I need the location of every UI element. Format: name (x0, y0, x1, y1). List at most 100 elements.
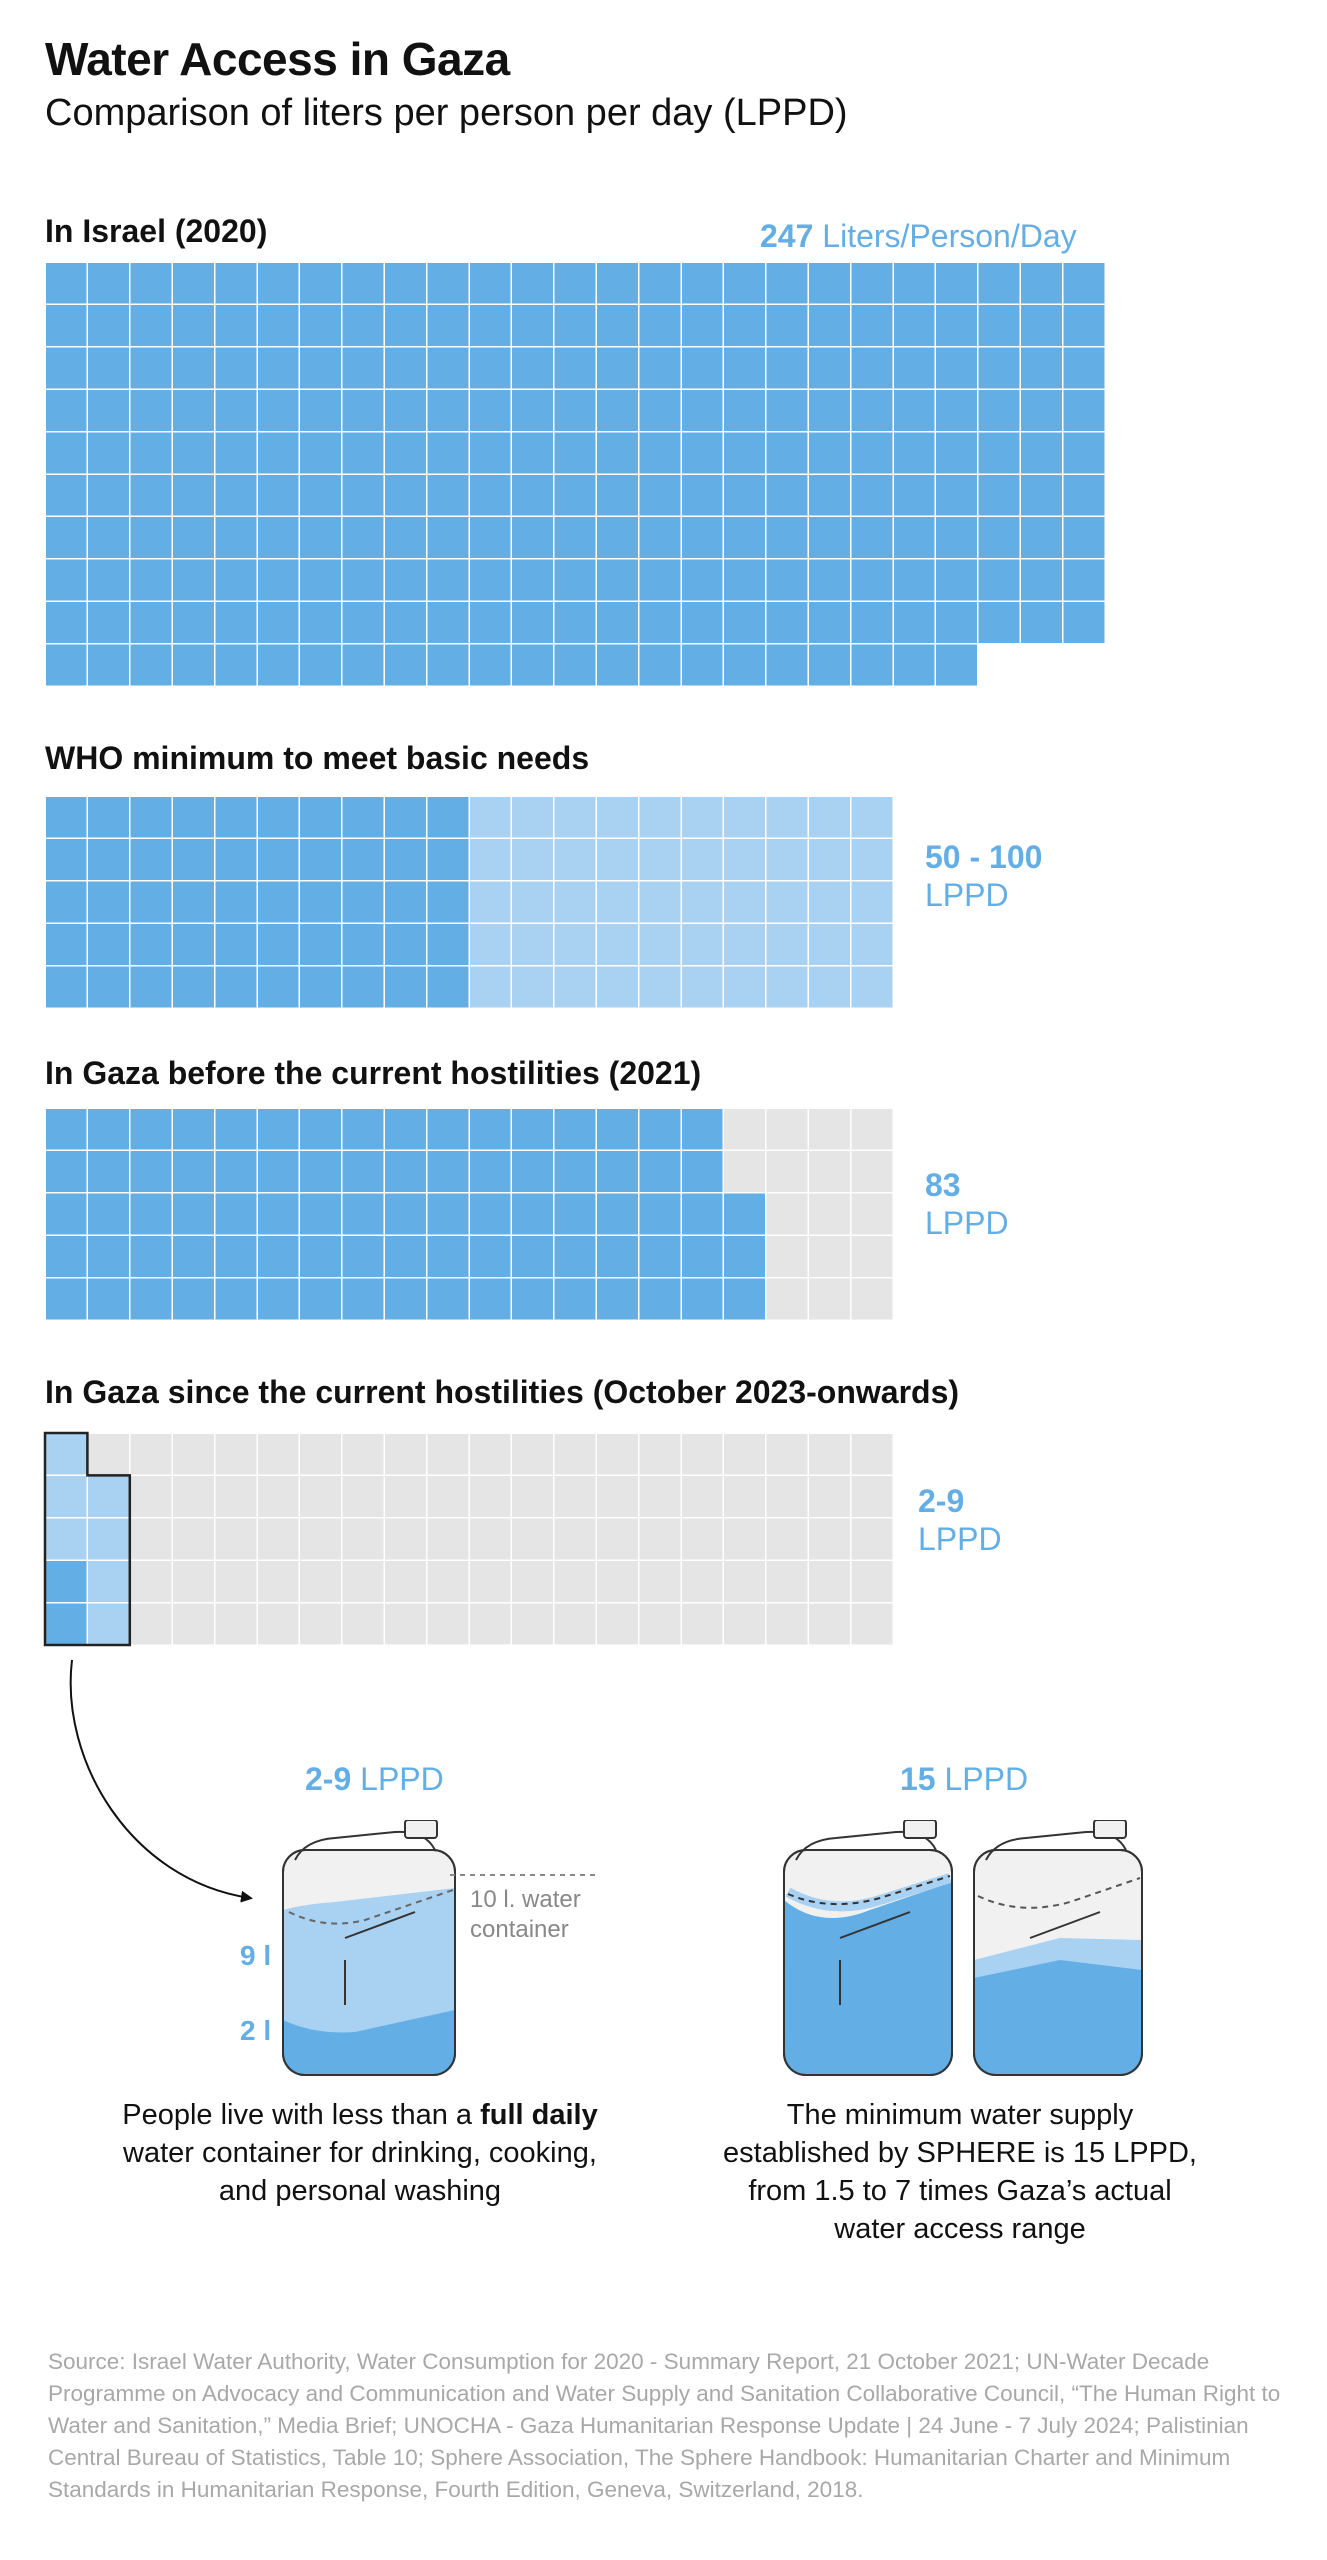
waffle-cell (298, 346, 343, 390)
waffle-cell (468, 388, 513, 433)
waffle-cell (468, 1601, 513, 1646)
waffle-cell (595, 388, 640, 433)
waffle-cell (510, 600, 555, 645)
waffle-cell (765, 1108, 809, 1152)
waffle-cell (256, 922, 301, 967)
waffle-cell (722, 473, 767, 518)
waffle-cell (256, 303, 301, 348)
waffle-cell (468, 837, 513, 882)
waffle-cell (595, 346, 640, 390)
right-container-value: 15 (900, 1761, 936, 1797)
waffle-cell (298, 642, 343, 687)
waffle-cell (595, 837, 640, 882)
waffle-cell (680, 558, 725, 602)
waffle-cell (510, 346, 555, 390)
waffle-cell (765, 1234, 809, 1279)
waffle-cell (553, 1559, 597, 1604)
waffle-cell (977, 262, 1021, 306)
waffle-cell (934, 430, 979, 475)
waffle-cell (468, 880, 513, 924)
waffle-cell (341, 837, 385, 882)
waffle-cell (86, 262, 131, 306)
waffle-cell (892, 600, 937, 645)
waffle-cell (213, 1276, 258, 1321)
waffle-cell (256, 1559, 301, 1604)
waffle-cell (510, 1559, 555, 1604)
waffle-cell (510, 642, 555, 687)
waffle-cell (553, 922, 597, 967)
waffle-cell (86, 430, 131, 475)
waffle-cell (383, 964, 428, 1009)
waffle-cell (680, 473, 725, 518)
waffle-cell (129, 515, 173, 560)
waffle-cell (468, 346, 513, 390)
waffle-cell (341, 558, 385, 602)
waffle-cell (849, 1234, 894, 1279)
waffle-cell (637, 430, 682, 475)
waffle-cell (722, 1432, 767, 1477)
waffle-cell (298, 473, 343, 518)
waffle-cell (765, 515, 809, 560)
waffle-cell (553, 1234, 597, 1279)
waffle-cell (129, 642, 173, 687)
waffle-cell (468, 1276, 513, 1321)
waffle-cell (383, 1276, 428, 1321)
waffle-cell (341, 346, 385, 390)
waffle-cell (637, 388, 682, 433)
waffle-cell (807, 1432, 852, 1477)
waffle-cell (129, 388, 173, 433)
waffle-cell (298, 922, 343, 967)
waffle-cell (213, 600, 258, 645)
waffle-cell (722, 558, 767, 602)
gaza2023-unit: LPPD (918, 1521, 1002, 1557)
waffle-cell (86, 346, 131, 390)
waffle-cell (722, 1276, 767, 1321)
waffle-cell (341, 473, 385, 518)
waffle-cell (341, 1192, 385, 1236)
waffle-cell (341, 1474, 385, 1519)
waffle-cell (468, 1234, 513, 1279)
water-container-icon (282, 1820, 456, 2076)
waffle-cell (595, 1601, 640, 1646)
waffle-cell (807, 1234, 852, 1279)
waffle-cell (425, 388, 470, 433)
waffle-cell (595, 796, 640, 840)
israel-section-title: In Israel (2020) (45, 213, 268, 249)
waffle-cell (892, 515, 937, 560)
waffle-cell (171, 922, 216, 967)
waffle-cell (86, 1192, 131, 1236)
container-capacity-line2: container (470, 1916, 569, 1943)
waffle-cell (171, 880, 216, 924)
waffle-cell (510, 1234, 555, 1279)
waffle-cell (298, 1108, 343, 1152)
waffle-cell (595, 880, 640, 924)
waffle-cell (637, 1192, 682, 1236)
waffle-cell (86, 642, 131, 687)
level-2l-label: 2 l (240, 2015, 272, 2046)
waffle-cell (934, 303, 979, 348)
waffle-cell (213, 642, 258, 687)
waffle-cell (383, 388, 428, 433)
waffle-cell (45, 303, 89, 348)
waffle-cell (510, 964, 555, 1009)
waffle-cell (213, 1234, 258, 1279)
waffle-cell (129, 922, 173, 967)
waffle-cell (553, 1432, 597, 1477)
waffle-cell (425, 922, 470, 967)
waffle-cell (553, 642, 597, 687)
who-value-label: 50 - 100 LPPD (925, 838, 1042, 914)
waffle-cell (510, 1517, 555, 1561)
waffle-cell (722, 515, 767, 560)
waffle-cell (341, 642, 385, 687)
waffle-cell (383, 430, 428, 475)
waffle-cell (807, 1149, 852, 1194)
waffle-cell (425, 837, 470, 882)
waffle-cell (765, 303, 809, 348)
waffle-cell (722, 1474, 767, 1519)
waffle-cell (849, 430, 894, 475)
waffle-cell (129, 1601, 173, 1646)
waffle-cell (722, 1517, 767, 1561)
waffle-cell (256, 1517, 301, 1561)
right-caption-line1: The minimum water supply (786, 2099, 1134, 2131)
waffle-cell (425, 1149, 470, 1194)
